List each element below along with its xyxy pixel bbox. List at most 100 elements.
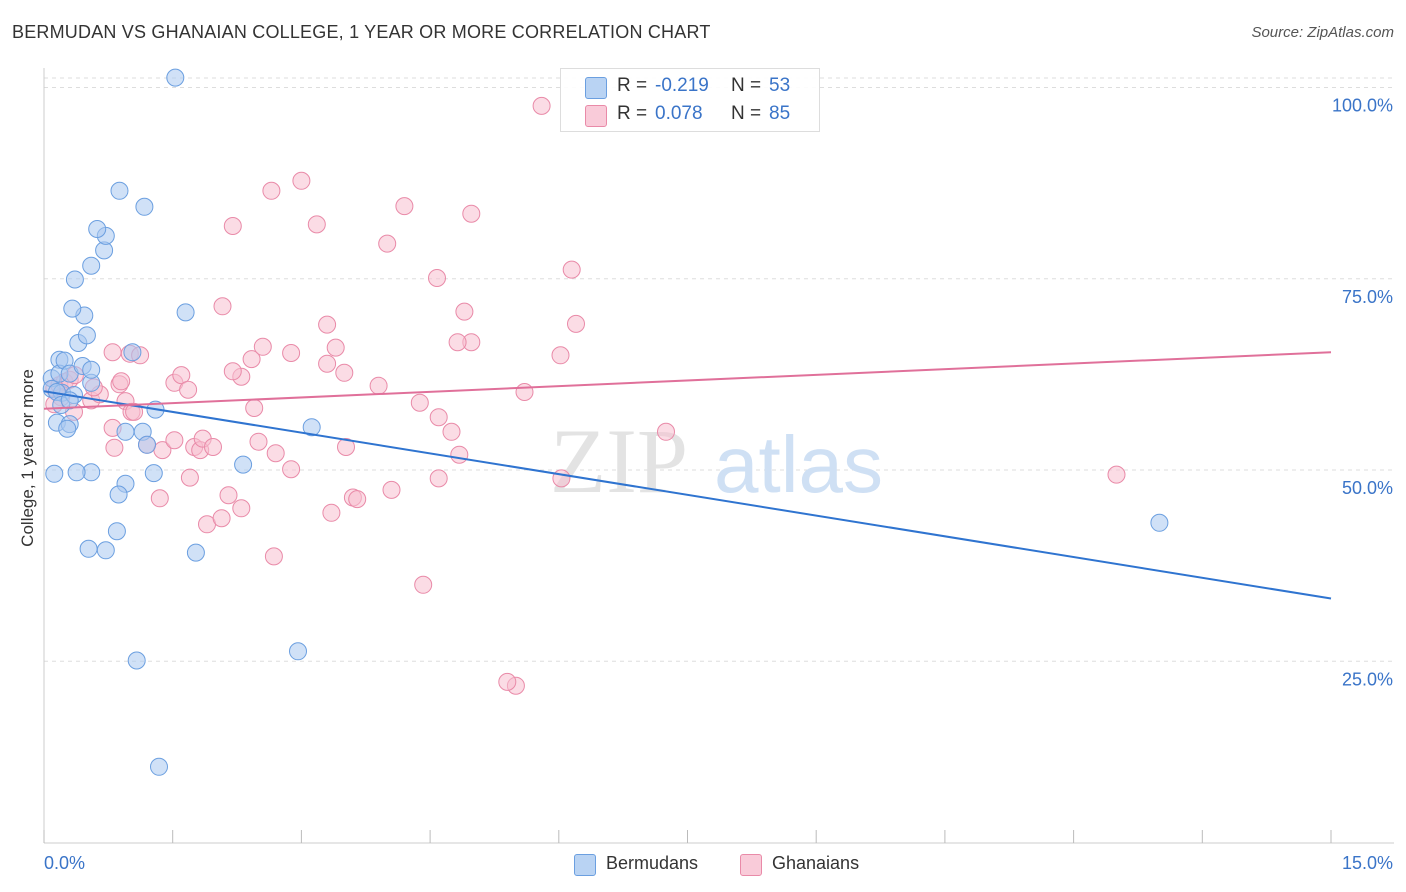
data-point-bermudans	[302, 418, 321, 437]
data-point-ghanaians	[150, 489, 169, 508]
data-point-ghanaians	[219, 486, 238, 505]
data-point-ghanaians	[213, 297, 232, 316]
legend-n-value: 85	[769, 103, 791, 124]
source-label: Source: ZipAtlas.com	[1251, 24, 1394, 41]
data-point-bermudans	[123, 343, 142, 362]
legend-n-label: N =	[731, 75, 762, 96]
data-point-bermudans	[186, 543, 205, 562]
data-point-ghanaians	[262, 181, 281, 200]
data-point-ghanaians	[266, 444, 285, 463]
y-axis-label: College, 1 year or more	[18, 369, 37, 547]
data-point-bermudans	[289, 642, 307, 661]
data-point-ghanaians	[378, 234, 397, 253]
data-point-ghanaians	[232, 499, 251, 518]
data-point-ghanaians	[282, 344, 301, 362]
data-point-ghanaians	[562, 260, 581, 279]
y-tick-label: 25.0%	[1342, 669, 1393, 689]
stats-legend: R = -0.219 N = 53 R = 0.078 N = 85	[560, 68, 820, 132]
bottom-legend-label-ghanaians: Ghanaians	[772, 853, 860, 873]
data-point-bermudans	[116, 422, 135, 441]
data-point-ghanaians	[429, 469, 448, 488]
data-point-ghanaians	[212, 509, 231, 528]
data-point-ghanaians	[318, 315, 337, 334]
data-point-bermudans	[96, 541, 115, 560]
data-point-ghanaians	[165, 431, 184, 450]
data-point-ghanaians	[105, 438, 124, 457]
trend-lines	[43, 351, 1332, 600]
data-point-bermudans	[138, 435, 156, 454]
data-point-bermudans	[127, 651, 146, 670]
data-point-ghanaians	[1107, 465, 1126, 484]
chart-title: BERMUDAN VS GHANAIAN COLLEGE, 1 YEAR OR …	[12, 22, 711, 42]
x-tick-label: 15.0%	[1342, 853, 1393, 873]
bottom-legend-swatch-bermudans	[574, 854, 596, 876]
data-points	[42, 68, 1169, 776]
axes	[43, 68, 1394, 844]
x-tick-label: 0.0%	[44, 853, 85, 873]
data-point-ghanaians	[382, 480, 401, 499]
data-point-ghanaians	[410, 393, 429, 412]
data-point-ghanaians	[515, 383, 534, 401]
bottom-legend-label-bermudans: Bermudans	[606, 853, 699, 873]
data-point-ghanaians	[442, 422, 461, 441]
data-point-bermudans	[166, 68, 185, 87]
data-point-ghanaians	[450, 445, 469, 464]
tick-labels: 100.0% 75.0% 50.0% 25.0% 0.0% 15.0%	[44, 96, 1393, 874]
y-tick-label: 100.0%	[1332, 96, 1393, 116]
data-point-bermudans	[234, 455, 253, 474]
data-point-ghanaians	[245, 399, 264, 417]
y-tick-label: 75.0%	[1342, 287, 1393, 307]
data-point-ghanaians	[264, 547, 283, 566]
legend-r-label: R =	[617, 103, 648, 124]
data-point-ghanaians	[395, 197, 414, 216]
data-point-ghanaians	[326, 338, 345, 357]
data-point-ghanaians	[179, 380, 198, 399]
data-point-bermudans	[110, 181, 129, 200]
data-point-ghanaians	[204, 438, 222, 456]
watermark: ZIP atlas	[550, 410, 883, 512]
data-point-ghanaians	[125, 402, 144, 421]
data-point-bermudans	[150, 757, 168, 776]
data-point-ghanaians	[567, 314, 585, 333]
legend-r-value: -0.219	[655, 75, 709, 96]
data-point-bermudans	[63, 299, 82, 318]
data-point-bermudans	[67, 463, 86, 482]
data-point-ghanaians	[498, 672, 517, 691]
bottom-legend-swatch-ghanaians	[740, 854, 762, 876]
data-point-ghanaians	[103, 343, 122, 362]
data-point-ghanaians	[657, 422, 675, 441]
data-point-ghanaians	[112, 372, 131, 391]
data-point-ghanaians	[448, 333, 467, 352]
data-point-ghanaians	[414, 575, 433, 594]
data-point-ghanaians	[428, 269, 446, 287]
data-point-ghanaians	[429, 408, 448, 427]
data-point-bermudans	[109, 485, 128, 504]
data-point-ghanaians	[253, 337, 272, 356]
legend-row-bermudans: R = -0.219 N = 53	[561, 73, 819, 101]
legend-n-label: N =	[731, 103, 762, 124]
data-point-ghanaians	[249, 432, 268, 451]
data-point-ghanaians	[455, 302, 474, 321]
data-point-bermudans	[144, 464, 163, 483]
data-point-ghanaians	[292, 171, 311, 190]
data-point-ghanaians	[172, 366, 191, 385]
data-point-ghanaians	[180, 468, 199, 487]
legend-r-label: R =	[617, 75, 648, 96]
data-point-bermudans	[45, 464, 64, 483]
watermark-atlas: atlas	[714, 420, 883, 509]
legend-row-ghanaians: R = 0.078 N = 85	[561, 101, 819, 129]
data-point-ghanaians	[322, 503, 341, 522]
legend-swatch-ghanaians	[585, 105, 607, 127]
data-point-ghanaians	[242, 350, 261, 369]
data-point-bermudans	[82, 256, 101, 275]
data-point-ghanaians	[282, 460, 301, 479]
data-point-ghanaians	[335, 363, 354, 382]
data-point-ghanaians	[223, 217, 242, 235]
data-point-bermudans	[107, 522, 126, 541]
data-point-bermudans	[82, 360, 101, 379]
trend-line-ghanaians	[43, 351, 1332, 410]
data-point-ghanaians	[552, 469, 571, 488]
data-point-ghanaians	[307, 215, 326, 234]
data-point-ghanaians	[551, 346, 570, 365]
